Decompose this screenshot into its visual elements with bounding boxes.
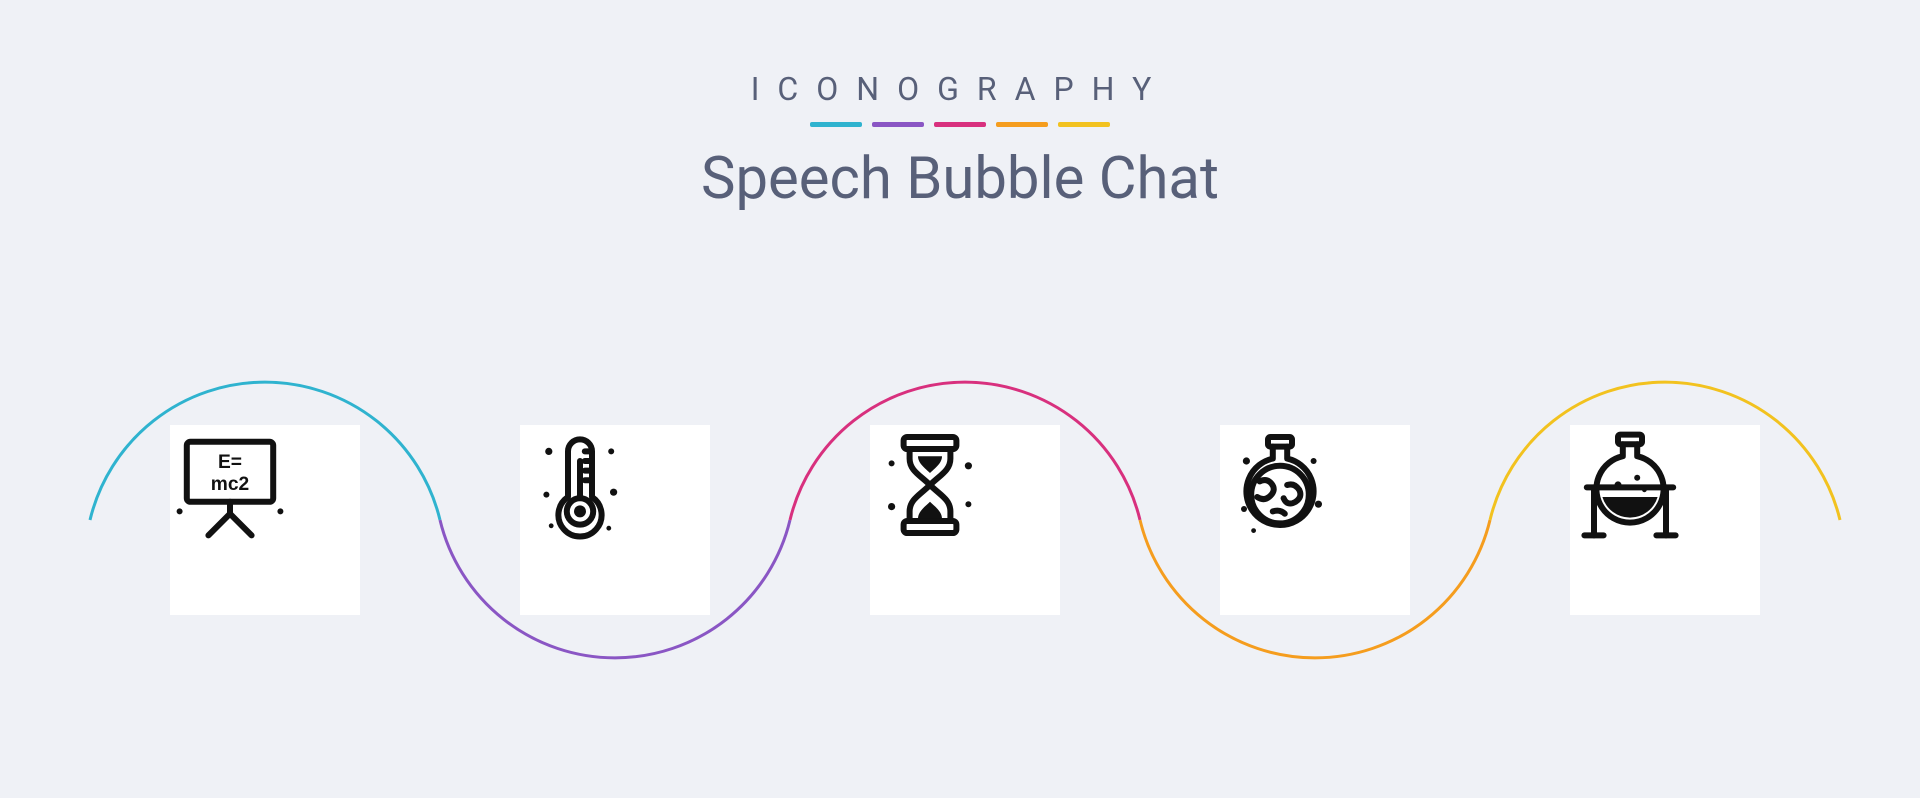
svg-text:E=: E= [218,452,242,473]
kicker-text: ICONOGRAPHY [0,70,1920,108]
flask-stand-icon [1570,425,1690,545]
card-formula-board: E= mc2 [170,425,360,615]
card-hourglass [870,425,1060,615]
accent-bar-2 [872,122,924,127]
card-thermometer [520,425,710,615]
accent-bar-3 [934,122,986,127]
accent-bar-5 [1058,122,1110,127]
formula-board-icon: E= mc2 [170,425,290,545]
header: ICONOGRAPHY Speech Bubble Chat [0,70,1920,213]
accent-bar-1 [810,122,862,127]
svg-text:mc2: mc2 [211,474,249,495]
card-globe-flask [1220,425,1410,615]
card-flask-stand [1570,425,1760,615]
globe-flask-icon [1220,425,1340,545]
accent-bar-4 [996,122,1048,127]
page-title: Speech Bubble Chat [0,145,1920,213]
accent-bars [0,122,1920,127]
hourglass-icon [870,425,990,545]
card-row: E= mc2 [0,280,1920,798]
wave-row: E= mc2 [0,280,1920,798]
thermometer-icon [520,425,640,545]
